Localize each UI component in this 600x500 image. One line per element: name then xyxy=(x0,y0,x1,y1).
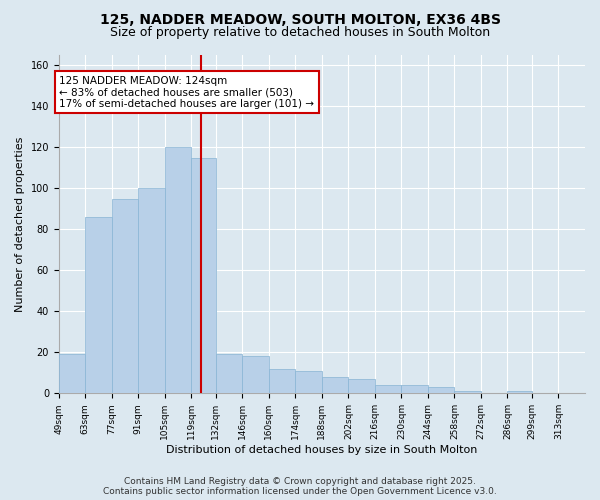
Text: Contains HM Land Registry data © Crown copyright and database right 2025.
Contai: Contains HM Land Registry data © Crown c… xyxy=(103,476,497,496)
Bar xyxy=(401,385,428,394)
Bar xyxy=(428,387,454,394)
Bar xyxy=(112,198,138,394)
Y-axis label: Number of detached properties: Number of detached properties xyxy=(15,136,25,312)
Bar xyxy=(375,385,401,394)
Bar xyxy=(269,368,295,394)
Bar xyxy=(508,392,532,394)
Text: 125 NADDER MEADOW: 124sqm
← 83% of detached houses are smaller (503)
17% of semi: 125 NADDER MEADOW: 124sqm ← 83% of detac… xyxy=(59,76,314,108)
Bar xyxy=(138,188,165,394)
Text: Size of property relative to detached houses in South Molton: Size of property relative to detached ho… xyxy=(110,26,490,39)
Bar xyxy=(242,356,269,394)
Bar xyxy=(295,371,322,394)
Bar xyxy=(59,354,85,394)
Bar xyxy=(216,354,242,394)
Bar xyxy=(322,377,349,394)
Bar xyxy=(349,379,375,394)
Bar xyxy=(191,158,216,394)
Text: 125, NADDER MEADOW, SOUTH MOLTON, EX36 4BS: 125, NADDER MEADOW, SOUTH MOLTON, EX36 4… xyxy=(100,12,500,26)
Bar xyxy=(454,392,481,394)
X-axis label: Distribution of detached houses by size in South Molton: Distribution of detached houses by size … xyxy=(166,445,478,455)
Bar xyxy=(85,217,112,394)
Bar xyxy=(165,148,191,394)
